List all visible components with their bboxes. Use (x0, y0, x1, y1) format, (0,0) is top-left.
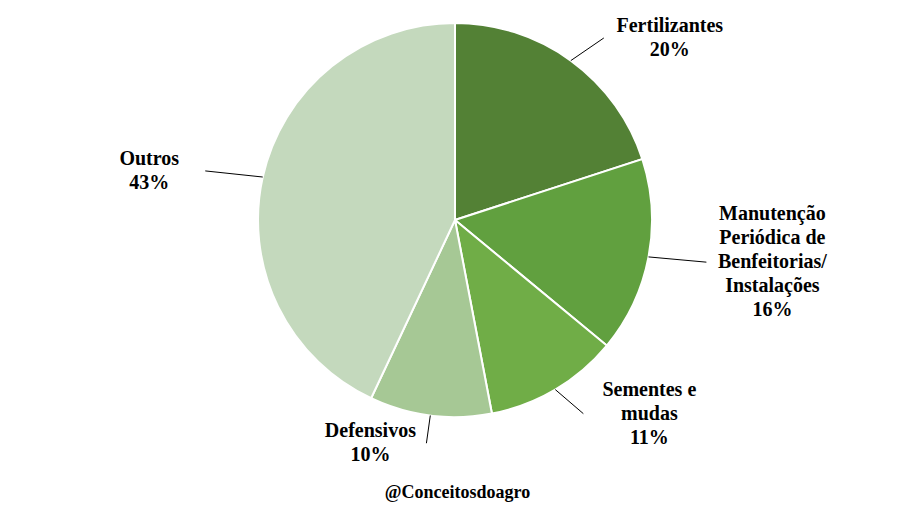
svg-text:ManutençãoPeriódica deBenfeito: ManutençãoPeriódica deBenfeitorias/Insta… (718, 202, 827, 320)
svg-text:Sementes emudas11%: Sementes emudas11% (602, 378, 696, 448)
svg-text:Fertilizantes20%: Fertilizantes20% (617, 14, 724, 60)
svg-text:Outros43%: Outros43% (119, 147, 179, 193)
svg-text:Defensivos10%: Defensivos10% (325, 419, 416, 465)
html-text:@Conceitosdoagro: @Conceitosdoagro (384, 482, 531, 502)
